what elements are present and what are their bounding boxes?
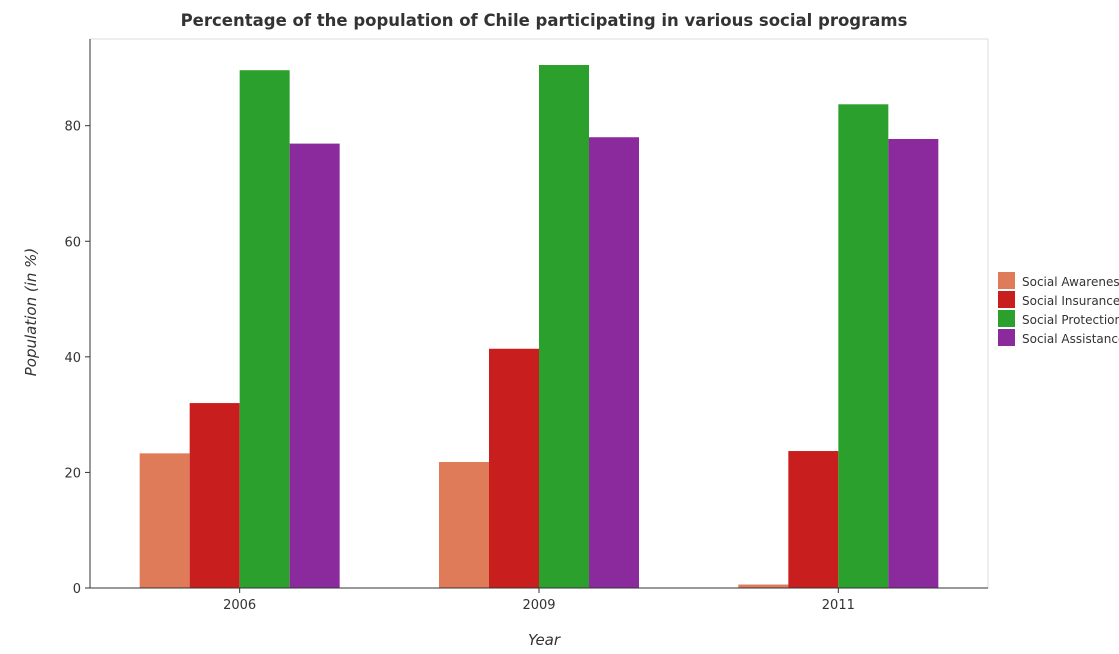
x-tick-label: 2006 (223, 598, 256, 613)
bar-social-assistance-2006 (289, 143, 340, 589)
bar-social-protection-2011 (838, 104, 889, 588)
legend-swatch-social-assistance (998, 329, 1015, 346)
legend-swatch-social-insurance (998, 291, 1015, 308)
bar-social-insurance-2009 (489, 348, 539, 588)
legend-swatch-social-protection (998, 310, 1015, 327)
chart-title: Percentage of the population of Chile pa… (181, 11, 908, 30)
legend-swatch-social-awareness (998, 272, 1015, 289)
y-tick-label: 60 (64, 235, 81, 250)
legend-label-social-protection: Social Protection (1022, 313, 1119, 327)
bar-social-assistance-2009 (589, 137, 639, 588)
bars-group (139, 65, 939, 589)
x-axis-label: Year (528, 631, 561, 649)
y-tick-label: 40 (64, 351, 81, 366)
bar-social-protection-2009 (539, 65, 589, 589)
y-tick-label: 20 (64, 466, 81, 481)
bar-social-insurance-2011 (788, 451, 839, 588)
legend-label-social-awareness: Social Awareness (1022, 275, 1119, 289)
legend-label-social-assistance: Social Assistance (1022, 332, 1119, 346)
bar-social-protection-2006 (239, 70, 290, 589)
y-axis: 0 20 40 60 80 (64, 39, 91, 597)
bar-social-awareness-2006 (139, 453, 190, 588)
x-axis: 2006 2009 2011 (90, 587, 988, 613)
x-tick-label: 2011 (822, 598, 855, 613)
legend: Social Awareness Social Insurance Social P… (998, 272, 1119, 346)
bar-social-awareness-2009 (439, 462, 489, 588)
bar-social-awareness-2011 (738, 584, 789, 588)
y-tick-label: 0 (73, 582, 81, 597)
bar-social-insurance-2006 (189, 403, 240, 588)
legend-label-social-insurance: Social Insurance (1022, 294, 1119, 308)
bar-social-assistance-2011 (888, 138, 939, 589)
y-tick-label: 80 (64, 120, 81, 135)
y-axis-label: Population (in %) (22, 248, 40, 377)
x-tick-label: 2009 (522, 598, 555, 613)
